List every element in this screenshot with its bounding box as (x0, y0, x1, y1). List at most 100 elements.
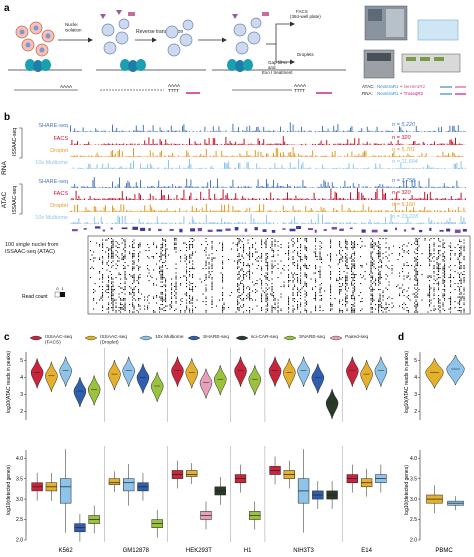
heatmap-cell (342, 311, 344, 313)
track-bar (397, 131, 399, 132)
track-bar (247, 143, 249, 145)
heatmap-cell (444, 280, 446, 282)
heatmap-cell (124, 277, 126, 279)
heatmap-cell (192, 266, 194, 268)
track-bar (347, 210, 349, 212)
heatmap-cell (354, 253, 356, 255)
track-bar (200, 143, 202, 145)
track-bar (156, 216, 158, 224)
heatmap-cell (102, 296, 104, 298)
track-bar (399, 155, 400, 157)
heatmap-cell (249, 269, 251, 271)
heatmap-cell (111, 248, 113, 250)
heatmap-cell (189, 289, 191, 291)
track-bar (434, 222, 435, 224)
track-bar (85, 131, 87, 132)
track-bar (173, 210, 175, 212)
track-bar (75, 190, 77, 200)
track-bar (285, 223, 287, 224)
track-bar (313, 223, 315, 224)
track-bar (456, 180, 458, 188)
track-bar (303, 199, 305, 200)
track-bar (329, 222, 330, 224)
track-bar (204, 155, 206, 157)
rna-strands: AAAA AAAA TTTT AAAA TTTT (14, 83, 332, 94)
heatmap-cell (186, 266, 188, 268)
heatmap-cell (112, 278, 114, 280)
heatmap-cell (330, 253, 332, 255)
track-bar (249, 167, 251, 169)
track-bar (236, 131, 238, 132)
heatmap-cell (234, 260, 236, 262)
heatmap-cell (330, 295, 332, 297)
track-bar (170, 187, 172, 188)
heatmap-cell (450, 269, 452, 271)
track-bar (386, 168, 388, 169)
heatmap-cell (165, 254, 167, 256)
heatmap-cell (417, 253, 419, 255)
heatmap-cell (129, 251, 131, 253)
heatmap-cell (415, 238, 417, 240)
track-bar (347, 198, 349, 200)
track-bar (231, 131, 232, 132)
heatmap-cell (361, 266, 363, 268)
heatmap-cell (265, 272, 267, 274)
track-bar (284, 168, 286, 169)
heatmap-cell (240, 305, 242, 307)
track-bar (261, 186, 263, 188)
heatmap-cell (168, 254, 170, 256)
heatmap-cell (222, 268, 224, 270)
heatmap-cell (399, 305, 401, 307)
cell-line-labels: K562 GM12878 HEK293T H1 NIH3T3 E14 (59, 548, 373, 554)
heatmap-cell (444, 277, 446, 279)
heatmap-cell (427, 277, 429, 279)
track-bar (445, 155, 447, 157)
heatmap-cell (243, 245, 245, 247)
track-bar (117, 151, 119, 157)
track-bar (327, 128, 329, 132)
heatmap-cell (414, 284, 416, 286)
track-bar (422, 187, 424, 188)
heatmap-cell (319, 284, 321, 286)
heatmap-cell (160, 259, 162, 261)
heatmap-cell (459, 280, 461, 282)
track-bar (154, 223, 155, 224)
gene-mark (361, 229, 366, 233)
heatmap-cell (283, 284, 285, 286)
track-bar (161, 189, 162, 200)
track-bar (347, 167, 349, 169)
track-bar (168, 155, 169, 157)
heatmap-cell (463, 239, 465, 241)
heatmap-cell (247, 271, 249, 273)
track-bar (231, 198, 232, 200)
track-bar (100, 144, 102, 145)
track-bar (236, 198, 238, 200)
track-bar (233, 187, 235, 188)
heatmap-cell (261, 266, 263, 268)
track-bar (156, 143, 158, 145)
heatmap-cell (442, 245, 444, 247)
heatmap-cell (351, 269, 353, 271)
heatmap-cell (450, 292, 452, 294)
track-bar (380, 131, 382, 132)
heatmap-cell (205, 290, 207, 292)
track-bar (102, 211, 104, 212)
heatmap-cell (372, 311, 374, 313)
track-bar (105, 205, 106, 212)
heatmap-cell (409, 299, 411, 301)
heatmap-cell (160, 254, 162, 256)
heatmap-cell (120, 274, 122, 276)
heatmap-cell (160, 271, 162, 273)
heatmap-cell (372, 289, 374, 291)
heatmap-cell (202, 293, 204, 295)
track-bar (145, 168, 147, 169)
heatmap-cell (186, 278, 188, 280)
track-bar (116, 143, 118, 145)
heatmap-cell (433, 268, 435, 270)
cell-line-label: HEK293T (186, 548, 212, 554)
track-bar (457, 206, 459, 212)
heatmap-cell (436, 262, 438, 264)
heatmap-cell (111, 256, 113, 258)
track-bar (112, 205, 113, 212)
track-bar (344, 198, 346, 200)
